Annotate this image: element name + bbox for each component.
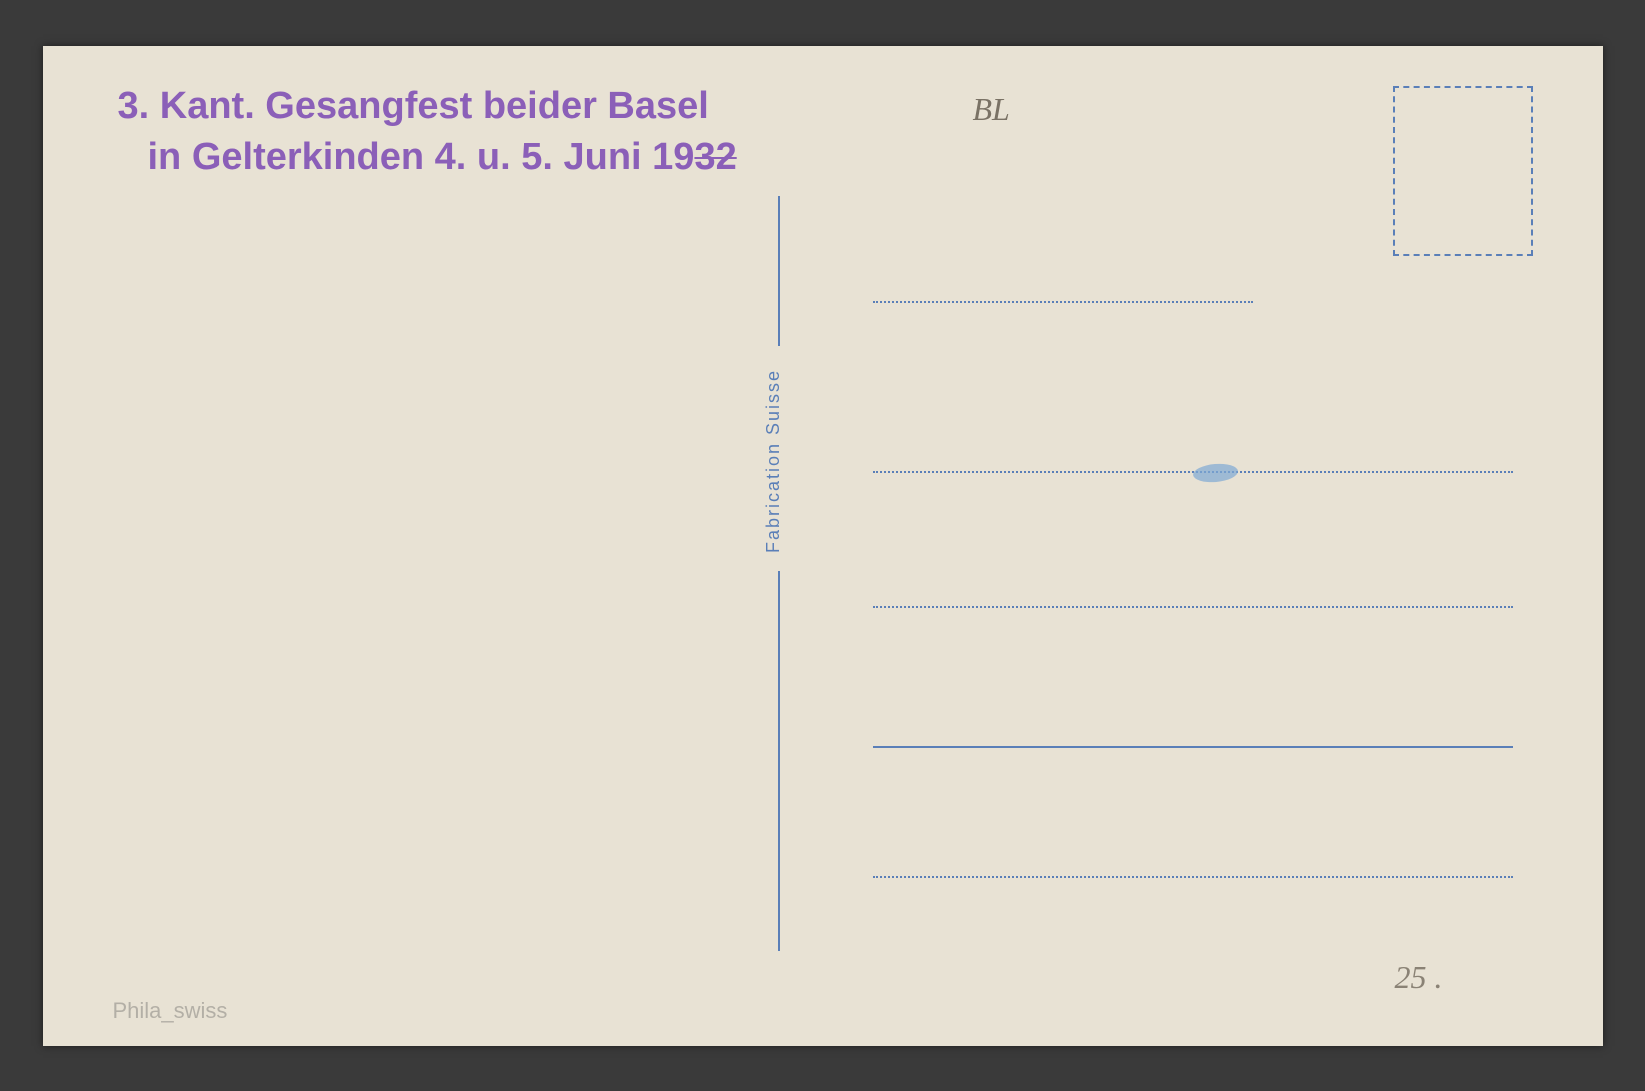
watermark-seller: Phila_swiss — [113, 998, 228, 1024]
handwritten-annotation-top: BL — [973, 91, 1010, 128]
postage-stamp-placeholder — [1393, 86, 1533, 256]
address-line-4 — [873, 876, 1513, 878]
stamp-line-1: 3. Kant. Gesangfest beider Basel — [118, 81, 737, 132]
manufacturer-label: Fabrication Suisse — [763, 356, 784, 566]
address-line-2 — [873, 606, 1513, 608]
postcard-back: 3. Kant. Gesangfest beider Basel in Gelt… — [43, 46, 1603, 1046]
address-line-top — [873, 301, 1253, 303]
pencil-annotation-bottom: 25 . — [1395, 959, 1443, 996]
address-line-3-solid — [873, 746, 1513, 748]
center-divider-top — [778, 196, 780, 346]
center-divider-bottom — [778, 571, 780, 951]
ink-smudge — [1192, 462, 1238, 484]
stamp-line-2: in Gelterkinden 4. u. 5. Juni 1932 — [148, 132, 737, 183]
event-stamp-text: 3. Kant. Gesangfest beider Basel in Gelt… — [118, 81, 737, 184]
